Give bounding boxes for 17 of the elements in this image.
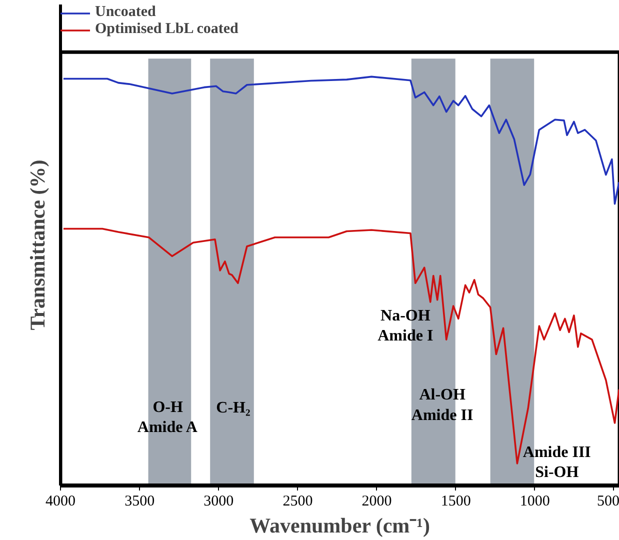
y-axis-title: Transmittance (%) [26,160,50,330]
annotation: Al-OH Amide II [411,386,474,424]
legend-label: Optimised LbL coated [95,21,238,38]
x-tick-label: 3000 [204,494,234,510]
x-tick-label: 2000 [362,494,392,510]
annotation: O-H Amide A [137,398,198,436]
x-tick-label: 2500 [282,494,313,510]
annotation: Amide III Si-OH [522,444,591,482]
x-axis-title: Wavenumber (cm⁻¹) [250,514,430,538]
annotation: Na-OH Amide I [378,307,434,345]
x-tick-label: 500 [597,494,619,510]
x-tick-label: 4000 [46,494,76,510]
legend-label: Uncoated [95,4,156,21]
x-tick-label: 3500 [124,494,155,510]
x-tick-label: 1000 [520,494,550,510]
annotation: C-H₂ [216,399,250,416]
x-tick-label: 1500 [440,494,471,510]
